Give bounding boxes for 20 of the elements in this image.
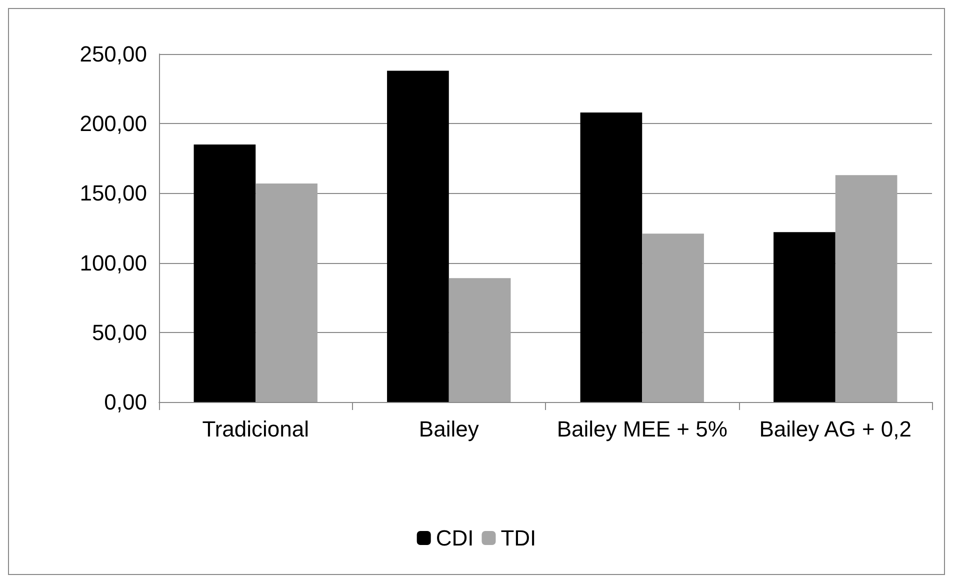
bar [642,234,704,402]
bar [448,278,511,402]
y-tick-label: 150,00 [80,180,147,206]
x-tick-label: Tradicional [202,416,310,442]
y-tick-label: 200,00 [80,111,147,136]
x-tick-label: Bailey [418,416,479,442]
y-tick-label: 0,00 [104,390,147,414]
y-tick-label: 50,00 [92,320,147,345]
y-tick-label: 100,00 [80,250,147,276]
bar [256,183,318,402]
legend-label: TDI [500,526,536,550]
x-tick-label: Bailey MEE + 5% [556,416,728,442]
bar [194,144,256,402]
y-tick-label: 250,00 [80,42,147,66]
bar [387,70,449,402]
bar [580,112,642,402]
bar [774,232,836,402]
bar [835,175,898,402]
legend-label: CDI [436,526,474,550]
x-tick-label: Bailey AG + 0,2 [759,416,912,442]
